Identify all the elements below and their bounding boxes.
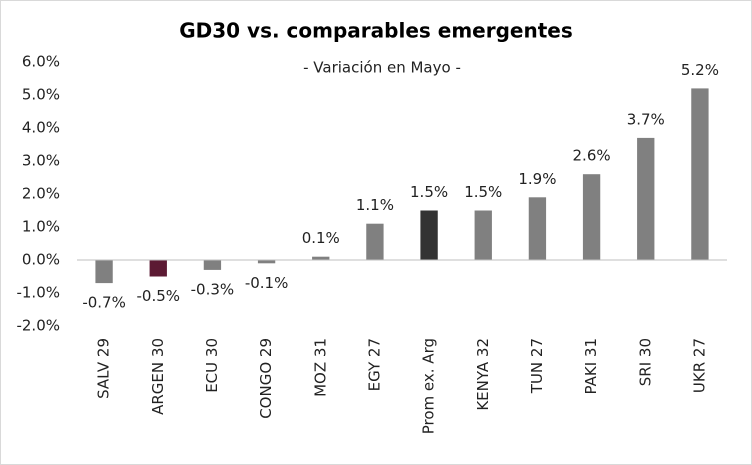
value-label: 1.9%: [518, 170, 556, 188]
value-label: 3.7%: [627, 110, 665, 128]
y-tick-label: 1.0%: [22, 218, 60, 236]
x-tick-label: TUN 27: [528, 338, 546, 394]
x-tick-label: Prom ex. Arg: [420, 338, 438, 434]
y-tick-label: -1.0%: [16, 284, 60, 302]
bar: [528, 197, 547, 260]
value-label: 5.2%: [681, 61, 719, 79]
value-label: -0.7%: [82, 294, 126, 312]
bar: [312, 256, 330, 260]
x-tick-label: KENYA 32: [474, 338, 492, 411]
value-label: 0.1%: [302, 229, 340, 247]
bar: [366, 223, 384, 260]
x-tick-label: SRI 30: [636, 338, 654, 386]
value-label: 1.5%: [410, 183, 448, 201]
bar: [203, 260, 222, 270]
y-tick-label: 4.0%: [22, 119, 60, 137]
x-tick-label: ECU 30: [203, 338, 221, 393]
y-tick-label: 2.0%: [22, 185, 60, 203]
x-tick-label: ARGEN 30: [149, 338, 167, 415]
value-label: 1.1%: [356, 196, 394, 214]
x-tick-label: PAKI 31: [582, 338, 600, 394]
y-tick-label: 5.0%: [22, 86, 60, 104]
bar: [257, 260, 276, 264]
x-tick-label: CONGO 29: [257, 338, 275, 419]
bar: [582, 174, 601, 260]
bar: [149, 260, 167, 277]
x-tick-label: UKR 27: [690, 338, 708, 393]
x-tick-label: MOZ 31: [311, 338, 329, 397]
value-label: -0.3%: [191, 280, 235, 298]
bar: [691, 88, 709, 261]
value-label: -0.5%: [136, 287, 180, 305]
value-label: 2.6%: [573, 147, 611, 165]
y-tick-label: 3.0%: [22, 152, 60, 170]
value-label: 1.5%: [464, 183, 502, 201]
chart-title: GD30 vs. comparables emergentes: [179, 19, 573, 43]
bar: [637, 137, 655, 260]
chart-subtitle: - Variación en Mayo -: [303, 59, 461, 77]
x-tick-label: SALV 29: [95, 338, 113, 399]
bar: [474, 210, 492, 260]
y-tick-label: 6.0%: [22, 53, 60, 71]
y-tick-label: 0.0%: [22, 251, 60, 269]
bar: [420, 210, 438, 260]
bar: [95, 260, 113, 284]
value-label: -0.1%: [245, 274, 289, 292]
x-tick-label: EGY 27: [365, 338, 383, 391]
y-tick-label: -2.0%: [16, 317, 60, 335]
